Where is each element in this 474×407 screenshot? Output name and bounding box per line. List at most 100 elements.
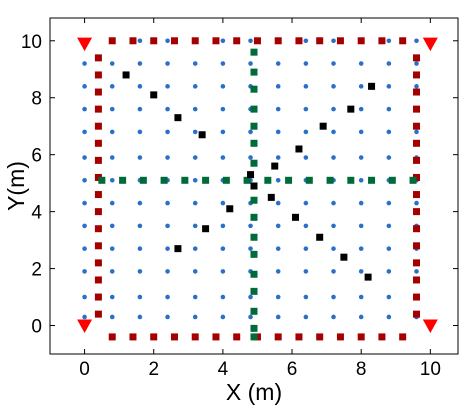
grid-point	[137, 269, 143, 274]
grid-point	[303, 129, 309, 135]
path-point	[295, 145, 303, 153]
grid-point	[165, 314, 170, 320]
perimeter-point	[212, 37, 220, 45]
cross-point	[250, 48, 258, 56]
grid-point	[165, 200, 170, 206]
path-point	[174, 245, 182, 253]
grid-point	[303, 314, 309, 320]
grid-point	[82, 269, 87, 274]
grid-point	[331, 246, 336, 251]
grid-point	[109, 129, 115, 135]
grid-point	[137, 223, 143, 229]
grid-point	[192, 314, 198, 320]
perimeter-point	[129, 37, 137, 45]
x-axis-title: X (m)	[226, 379, 282, 405]
x-tick-label: 6	[287, 359, 298, 380]
perimeter-point	[274, 333, 282, 341]
grid-point	[275, 294, 281, 300]
path-point	[250, 182, 258, 190]
grid-point	[275, 200, 281, 206]
grid-point	[248, 294, 253, 300]
grid-point	[248, 246, 253, 251]
path-point	[319, 122, 327, 130]
grid-point	[358, 269, 364, 274]
grid-point	[386, 106, 392, 112]
cross-point	[250, 105, 258, 113]
grid-point	[109, 155, 115, 160]
grid-point	[165, 294, 170, 300]
grid-point	[275, 129, 281, 135]
perimeter-point	[170, 37, 178, 45]
perimeter-point	[233, 37, 241, 45]
grid-point	[414, 129, 419, 135]
grid-point	[275, 155, 281, 160]
perimeter-point	[94, 191, 102, 199]
grid-point	[192, 106, 198, 112]
anchor-point	[77, 319, 93, 334]
grid-point	[358, 314, 364, 320]
y-tick-label: 4	[31, 203, 42, 224]
x-tick-label: 10	[420, 359, 441, 380]
perimeter-point	[274, 37, 282, 45]
perimeter-point	[108, 333, 116, 341]
grid-point	[331, 84, 336, 89]
grid-point	[386, 155, 392, 160]
path-point	[364, 273, 372, 281]
anchor-point	[77, 37, 93, 52]
grid-point	[220, 61, 226, 66]
grid-point	[331, 129, 336, 135]
perimeter-point	[399, 37, 407, 45]
grid-point	[137, 294, 143, 300]
grid-point	[248, 155, 253, 160]
perimeter-point	[94, 225, 102, 233]
perimeter-point	[316, 37, 324, 45]
grid-point	[331, 294, 336, 300]
grid-point	[82, 61, 87, 66]
path-point	[150, 91, 158, 99]
perimeter-point	[94, 105, 102, 113]
path-point	[347, 105, 355, 113]
grid-point	[248, 314, 253, 320]
grid-point	[109, 246, 115, 251]
grid-point	[303, 269, 309, 274]
grid-point	[386, 246, 392, 251]
grid-point	[386, 269, 392, 274]
perimeter-point	[378, 37, 386, 45]
cross-point	[285, 176, 293, 184]
path-point	[271, 162, 279, 170]
path-point	[316, 233, 324, 241]
perimeter-point	[413, 225, 421, 233]
grid-point	[358, 294, 364, 300]
grid-point	[137, 200, 143, 206]
grid-point	[414, 269, 419, 274]
grid-point	[331, 314, 336, 320]
perimeter-point	[413, 242, 421, 250]
cross-point	[250, 68, 258, 76]
grid-point	[248, 61, 253, 66]
grid-point	[192, 129, 198, 135]
cross-point	[250, 250, 258, 258]
y-axis-title: Y(m)	[3, 161, 29, 211]
grid-point	[386, 200, 392, 206]
perimeter-point	[212, 333, 220, 341]
path-point	[340, 253, 348, 261]
path-point	[247, 171, 255, 179]
grid-point	[109, 223, 115, 229]
grid-point	[109, 200, 115, 206]
grid-point	[109, 314, 115, 320]
grid-point	[165, 269, 170, 274]
perimeter-point	[295, 333, 303, 341]
grid-point	[192, 223, 198, 229]
grid-point	[358, 61, 364, 66]
x-tick-label: 0	[79, 359, 90, 380]
perimeter-point	[94, 122, 102, 130]
grid-point	[275, 84, 281, 89]
cross-point	[243, 176, 251, 184]
grid-point	[358, 129, 364, 135]
grid-point	[165, 246, 170, 251]
y-tick-label: 8	[31, 89, 42, 110]
perimeter-point	[94, 71, 102, 79]
perimeter-point	[413, 259, 421, 267]
grid-point	[137, 314, 143, 320]
cross-point	[250, 196, 258, 204]
